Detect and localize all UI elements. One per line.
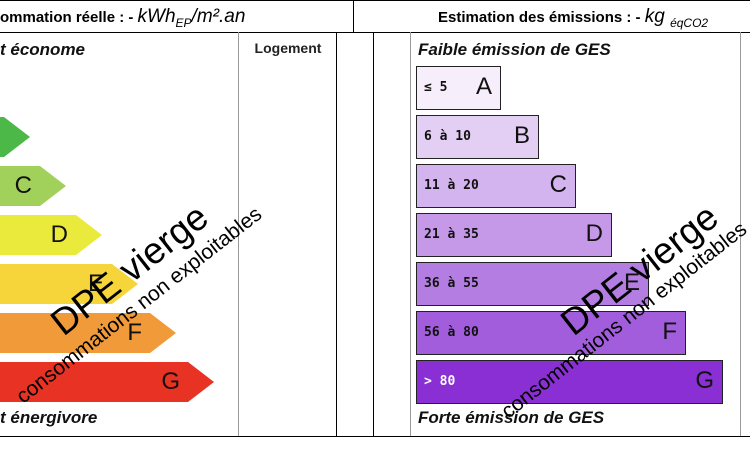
header-divider bbox=[0, 32, 750, 33]
ges-panel-left bbox=[373, 32, 374, 436]
ges-bar-range: 6 à 10 bbox=[424, 129, 471, 144]
ges-column-left bbox=[410, 32, 411, 436]
ges-bar-b: 6 à 10 B bbox=[416, 115, 539, 159]
ges-bar-letter: E bbox=[623, 269, 640, 296]
consumption-unit: kWhEP/m².an bbox=[137, 6, 246, 30]
ges-top-label: Faible émission de GES bbox=[418, 40, 611, 59]
ges-bar-a: ≤ 5 A bbox=[416, 66, 501, 110]
energy-bar-g: G bbox=[0, 362, 214, 402]
emission-header: Estimation des émissions : - kg éqCO2 bbox=[438, 6, 708, 30]
logement-header: Logement bbox=[254, 40, 322, 56]
emission-label: Estimation des émissions : - bbox=[438, 9, 645, 26]
energy-bar-c: C bbox=[0, 166, 66, 206]
energy-bottom-label: t énergivore bbox=[0, 408, 98, 427]
energy-bar-d: D bbox=[0, 215, 102, 255]
energy-bar-letter: G bbox=[161, 368, 180, 395]
emission-unit: kg éqCO2 bbox=[644, 6, 709, 30]
energy-bar-e: E bbox=[0, 264, 138, 304]
frame-bottom-line bbox=[0, 436, 750, 437]
ges-bar-letter: B bbox=[513, 122, 530, 149]
ges-bar-range: ≤ 5 bbox=[424, 80, 448, 95]
ges-bottom-label: Forte émission de GES bbox=[418, 408, 605, 427]
consumption-label: ommation réelle : - bbox=[0, 9, 138, 26]
energy-bar-letter: D bbox=[50, 221, 68, 248]
ges-bar-range: 21 à 35 bbox=[424, 227, 479, 242]
ges-bar-letter: C bbox=[549, 171, 567, 198]
ges-bar-f: 56 à 80 F bbox=[416, 311, 686, 355]
energy-bar-b: B bbox=[0, 117, 30, 157]
ges-bar-range: 11 à 20 bbox=[424, 178, 479, 193]
logement-column-left bbox=[238, 32, 239, 436]
ges-bar-letter: G bbox=[695, 367, 714, 394]
ges-bar-e: 36 à 55 E bbox=[416, 262, 649, 306]
ges-bar-range: 36 à 55 bbox=[424, 276, 479, 291]
consumption-header: ommation réelle : - kWhEP/m².an bbox=[0, 6, 245, 30]
ges-bar-letter: A bbox=[475, 73, 492, 100]
ges-column-right bbox=[740, 32, 741, 436]
frame-top-line bbox=[0, 0, 750, 1]
ges-bar-g: > 80 G bbox=[416, 360, 723, 404]
ges-bar-d: 21 à 35 D bbox=[416, 213, 612, 257]
ges-bar-range: 56 à 80 bbox=[424, 325, 479, 340]
ges-bar-letter: D bbox=[585, 220, 603, 247]
energy-bar-letter: F bbox=[127, 319, 142, 346]
energy-bar-letter: E bbox=[87, 270, 104, 297]
energy-panel-right bbox=[336, 32, 337, 436]
ges-bar-range: > 80 bbox=[424, 374, 456, 389]
energy-bar-letter: C bbox=[14, 172, 32, 199]
energy-top-label: t économe bbox=[0, 40, 86, 59]
ges-bar-c: 11 à 20 C bbox=[416, 164, 576, 208]
header-separator bbox=[353, 0, 354, 33]
energy-bar-f: F bbox=[0, 313, 176, 353]
ges-bar-letter: F bbox=[662, 318, 677, 345]
